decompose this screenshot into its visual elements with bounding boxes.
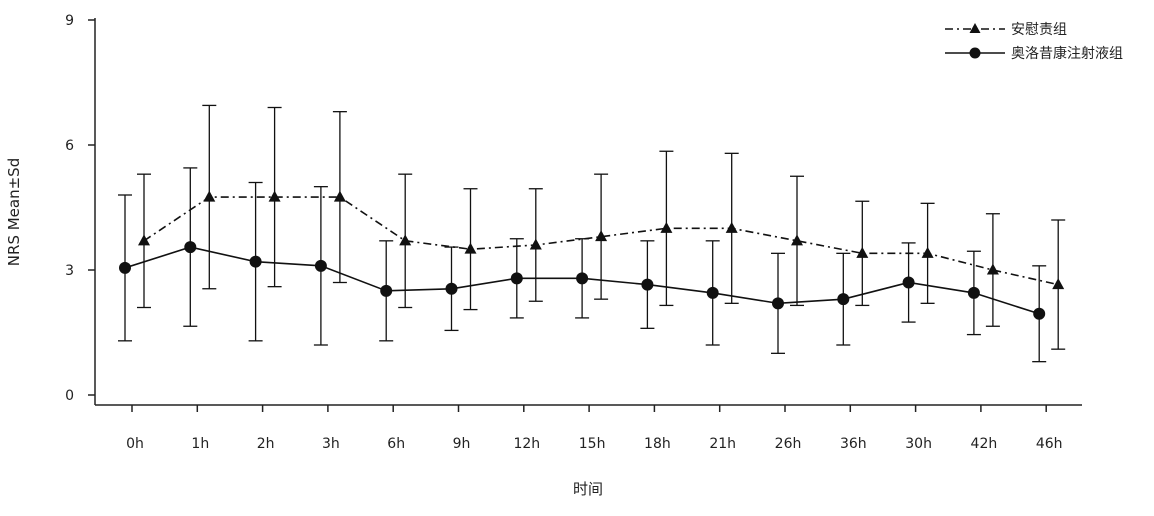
x-tick-label: 3h: [322, 436, 340, 452]
x-tick-label: 36h: [840, 436, 867, 452]
x-tick-label: 0h: [126, 436, 144, 452]
data-point-triangle: [660, 221, 673, 233]
x-axis: 0h 1h 2h 3h 6h 9h 12h 15h 18h 21h 26h 36h 30h 42h 46h: [95, 404, 1082, 452]
legend-item-placebo: 安慰责组: [945, 21, 1067, 38]
data-point-triangle: [921, 246, 934, 258]
data-point-triangle: [1052, 278, 1065, 290]
legend-label-placebo: 安慰责组: [1011, 21, 1067, 38]
legend-label-treatment: 奥洛昔康注射液组: [1011, 45, 1123, 62]
data-point-circle: [445, 282, 458, 295]
series-treatment: [118, 167, 1047, 363]
x-tick-label: 46h: [1036, 436, 1063, 452]
data-point-triangle: [203, 190, 216, 202]
data-point-circle: [119, 261, 131, 274]
y-axis: 0 3 6 9: [65, 13, 96, 405]
plot-area: [118, 104, 1066, 363]
legend: 安慰责组 奥洛昔康注射液组: [945, 21, 1123, 62]
data-point-triangle: [399, 234, 412, 246]
y-ticks: 0 3 6 9: [65, 13, 95, 404]
data-point-circle: [576, 272, 589, 285]
x-tick-label: 6h: [387, 436, 405, 452]
data-point-triangle: [856, 246, 869, 258]
data-point-triangle: [595, 230, 608, 242]
data-point-circle: [902, 276, 915, 289]
y-tick-label: 9: [65, 13, 74, 29]
data-point-triangle: [138, 234, 150, 246]
data-point-circle: [967, 286, 980, 299]
x-tick-label: 2h: [257, 436, 275, 452]
y-tick-label: 3: [65, 263, 74, 279]
data-point-circle: [510, 272, 523, 285]
data-point-triangle: [725, 221, 738, 233]
legend-item-treatment: 奥洛昔康注射液组: [945, 45, 1123, 62]
x-tick-label: 15h: [579, 436, 606, 452]
data-point-circle: [772, 297, 784, 310]
series-placebo: [137, 104, 1066, 350]
data-point-circle: [380, 284, 393, 297]
x-tick-label: 12h: [513, 436, 540, 452]
data-point-circle: [1033, 307, 1046, 320]
data-point-triangle: [986, 263, 999, 275]
y-tick-label: 6: [65, 138, 74, 154]
data-point-circle: [641, 278, 654, 291]
y-axis-title: NRS Mean±Sd: [5, 158, 23, 266]
data-point-triangle: [268, 190, 281, 202]
data-point-triangle: [791, 234, 803, 246]
data-point-circle: [249, 255, 262, 268]
data-point-triangle: [333, 190, 346, 202]
x-tick-label: 18h: [644, 436, 671, 452]
data-point-circle: [706, 286, 719, 299]
data-point-circle: [184, 241, 197, 254]
y-tick-label: 0: [65, 388, 74, 404]
x-tick-label: 42h: [971, 436, 998, 452]
data-point-triangle: [464, 242, 477, 254]
x-tick-label: 9h: [453, 436, 471, 452]
x-tick-label: 26h: [775, 436, 802, 452]
data-point-circle: [837, 293, 850, 306]
legend-triangle-marker: [969, 23, 981, 33]
series-line: [143, 196, 1059, 286]
x-tick-label: 30h: [905, 436, 932, 452]
x-tick-label: 21h: [709, 436, 736, 452]
data-point-circle: [314, 259, 327, 272]
data-point-triangle: [529, 238, 542, 250]
legend-circle-marker: [969, 47, 981, 59]
x-ticks: 0h 1h 2h 3h 6h 9h 12h 15h 18h 21h 26h 36h 30h 42h 46h: [126, 405, 1063, 452]
x-axis-title: 时间: [573, 480, 603, 498]
x-tick-label: 1h: [191, 436, 209, 452]
